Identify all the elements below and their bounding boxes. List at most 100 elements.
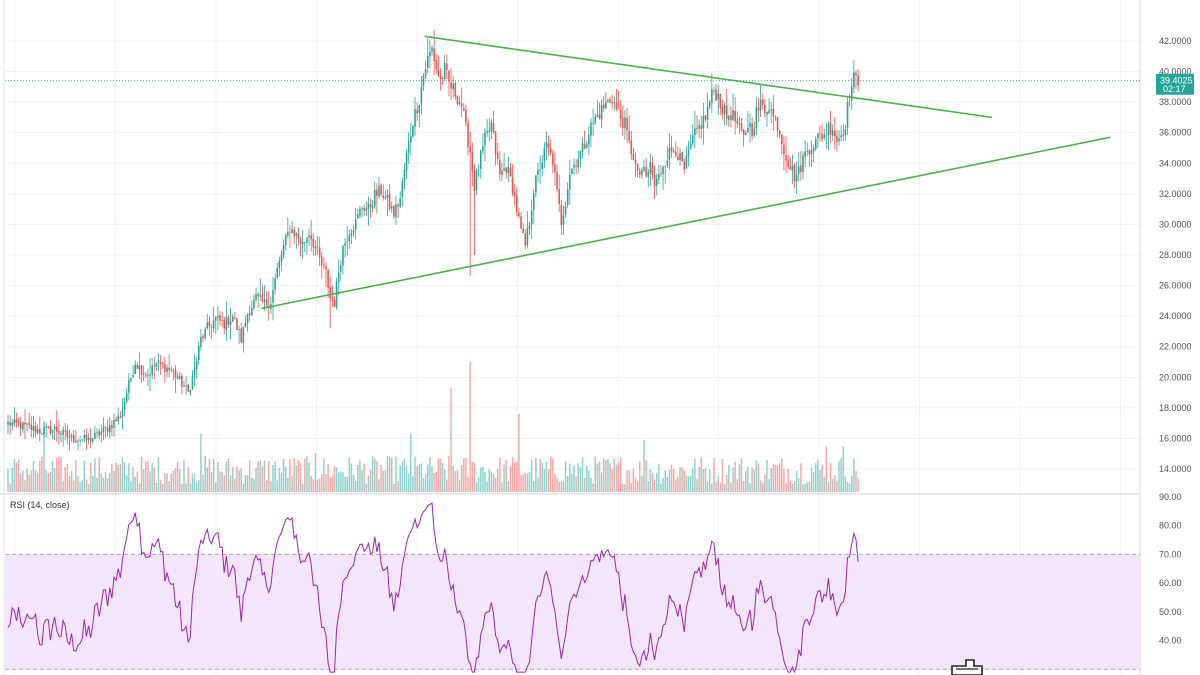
candle-body bbox=[412, 126, 414, 137]
volume-bar bbox=[492, 473, 495, 492]
volume-bar bbox=[344, 476, 346, 492]
volume-bar bbox=[284, 466, 287, 492]
candle-body bbox=[178, 375, 181, 379]
volume-bar bbox=[19, 473, 22, 492]
volume-bar bbox=[304, 458, 306, 492]
candle-body bbox=[496, 152, 499, 160]
volume-bar bbox=[721, 459, 724, 492]
candle-body bbox=[814, 138, 817, 149]
candle-body bbox=[420, 86, 423, 104]
volume-bar bbox=[274, 461, 276, 492]
candle-body bbox=[151, 365, 153, 375]
volume-bar bbox=[30, 470, 33, 492]
rsi-label[interactable]: RSI (14, close) bbox=[10, 500, 70, 510]
volume-bar bbox=[22, 470, 24, 492]
volume-bar bbox=[734, 461, 736, 492]
candle-body bbox=[719, 93, 722, 109]
rsi-line[interactable] bbox=[7, 502, 859, 674]
volume-bar bbox=[371, 455, 374, 492]
candle-body bbox=[386, 194, 389, 198]
volume-bar bbox=[418, 463, 421, 492]
price-tick-label: 38.0000 bbox=[1159, 97, 1192, 107]
volume-bar bbox=[840, 458, 842, 492]
candle-body bbox=[628, 131, 630, 141]
volume-bar bbox=[215, 482, 217, 492]
volume-bar bbox=[98, 456, 100, 492]
volume-bar bbox=[454, 470, 457, 492]
candle-body bbox=[291, 229, 293, 233]
candle-body bbox=[278, 260, 281, 269]
volume-bar bbox=[255, 467, 257, 492]
volume-bar bbox=[473, 462, 476, 492]
volume-bar bbox=[13, 459, 16, 492]
volume-bar bbox=[164, 473, 166, 492]
candle-body bbox=[728, 115, 730, 120]
last-price-label: 39.4025 bbox=[1160, 76, 1193, 86]
volume-bar bbox=[742, 481, 745, 492]
volume-bar bbox=[401, 461, 404, 492]
volume-bar bbox=[64, 467, 66, 492]
candle-body bbox=[672, 150, 675, 153]
candle-body bbox=[157, 360, 160, 363]
volume-bar bbox=[225, 461, 228, 492]
candle-body bbox=[467, 122, 469, 148]
candle-body bbox=[384, 196, 387, 199]
volume-bar bbox=[53, 468, 56, 492]
volume-bar bbox=[246, 475, 249, 492]
candle-body bbox=[795, 174, 798, 182]
candle-body bbox=[666, 160, 669, 166]
candle-body bbox=[736, 120, 739, 124]
volume-bar bbox=[295, 465, 298, 492]
candle-body bbox=[488, 130, 491, 132]
candle-body bbox=[783, 144, 785, 155]
candle-body bbox=[696, 127, 698, 129]
volume-bar bbox=[607, 459, 609, 492]
volume-bar bbox=[420, 463, 423, 492]
volume-bar bbox=[32, 461, 35, 492]
volume-bar bbox=[162, 484, 164, 492]
volume-bar bbox=[774, 464, 777, 492]
price-tick-label: 22.0000 bbox=[1159, 342, 1192, 352]
candle-body bbox=[227, 317, 230, 325]
volume-bar bbox=[125, 475, 128, 492]
candle-body bbox=[9, 421, 11, 426]
candle-body bbox=[713, 90, 715, 92]
volume-bar bbox=[382, 470, 384, 492]
volume-bar bbox=[147, 460, 149, 492]
volume-bar bbox=[149, 471, 151, 492]
candle-body bbox=[11, 422, 14, 427]
volume-bar bbox=[545, 462, 548, 492]
price-tick-label: 40.0000 bbox=[1159, 67, 1192, 77]
trendlines[interactable] bbox=[261, 35, 1111, 310]
candle-body bbox=[295, 232, 298, 236]
candle-body bbox=[367, 203, 370, 209]
trendline-lower[interactable] bbox=[261, 136, 1111, 310]
candle-body bbox=[113, 420, 115, 428]
candle-body bbox=[541, 162, 544, 169]
volume-bar bbox=[100, 473, 103, 492]
volume-bar bbox=[393, 483, 395, 492]
candle-body bbox=[121, 409, 124, 418]
volume-bar bbox=[486, 481, 488, 492]
volume-bar bbox=[511, 457, 514, 492]
volume-bar bbox=[410, 433, 412, 492]
candle-body bbox=[827, 123, 830, 136]
volume-bar bbox=[352, 474, 355, 492]
volume-bar bbox=[562, 480, 565, 492]
volume-bar bbox=[677, 476, 679, 492]
volume-bar bbox=[24, 480, 26, 492]
volume-bar bbox=[140, 456, 143, 492]
candle-body bbox=[200, 336, 202, 347]
volume-bar bbox=[528, 472, 531, 492]
last-price-badge[interactable] bbox=[1156, 73, 1194, 95]
candle-body bbox=[172, 370, 175, 372]
volume-bar bbox=[28, 475, 30, 492]
volume-bar bbox=[848, 483, 851, 492]
volume-bar bbox=[541, 462, 543, 492]
rsi-axis[interactable]: 90.00 80.00 70.00 60.00 50.00 40.00 bbox=[1159, 492, 1182, 646]
candle-body bbox=[660, 173, 662, 174]
trendline-upper[interactable] bbox=[424, 35, 992, 119]
price-axis[interactable]: 42.0000 40.0000 38.0000 36.0000 34.0000 32.00… bbox=[1156, 36, 1194, 474]
volume-bar bbox=[566, 475, 569, 492]
